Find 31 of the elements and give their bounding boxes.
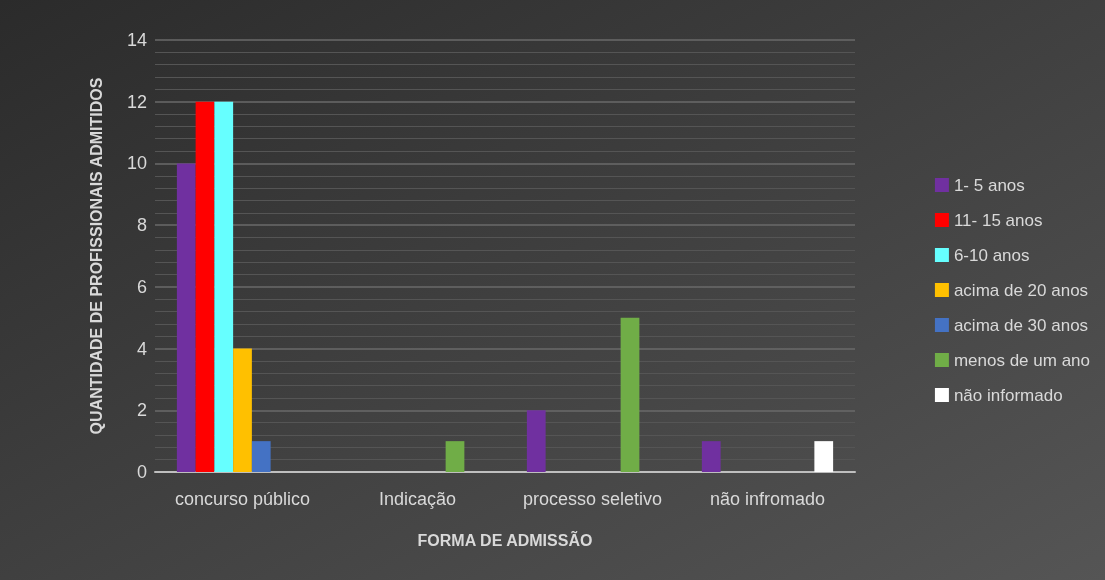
x-tick-label: não infromado (709, 489, 826, 509)
bar (526, 410, 546, 472)
bar (251, 441, 271, 472)
bar (814, 441, 834, 472)
bar (195, 101, 215, 472)
y-tick-label: 12 (126, 91, 147, 112)
y-tick-label: 6 (136, 276, 147, 297)
y-tick-label: 14 (126, 30, 147, 50)
legend-label: acima de 30 anos (953, 315, 1089, 335)
y-axis-title: QUANTIDADE DE PROFISSIONAIS ADMITIDOS (87, 77, 105, 435)
legend-label: acima de 20 anos (953, 280, 1089, 300)
y-tick-label: 10 (126, 153, 147, 174)
legend-label: 6-10 anos (953, 245, 1030, 265)
x-tick-label: processo seletivo (522, 489, 663, 509)
bar (233, 348, 252, 472)
y-tick-label: 0 (136, 462, 147, 482)
legend-label: 1- 5 anos (953, 175, 1025, 195)
legend-label: 11- 15 anos (953, 210, 1043, 230)
legend-label: menos de um ano (953, 350, 1091, 370)
y-tick-label: 8 (136, 215, 147, 236)
bar (701, 441, 721, 472)
legend-label: não informado (953, 385, 1063, 405)
bar (445, 441, 465, 472)
bar (176, 163, 196, 472)
x-tick-label: Indicação (378, 489, 457, 509)
bar (620, 317, 640, 472)
x-axis-title: FORMA DE ADMISSÃO (417, 529, 593, 549)
x-tick-label: concurso público (174, 489, 311, 509)
bar (214, 101, 234, 472)
y-tick-label: 4 (136, 338, 147, 359)
y-tick-label: 2 (136, 400, 147, 421)
